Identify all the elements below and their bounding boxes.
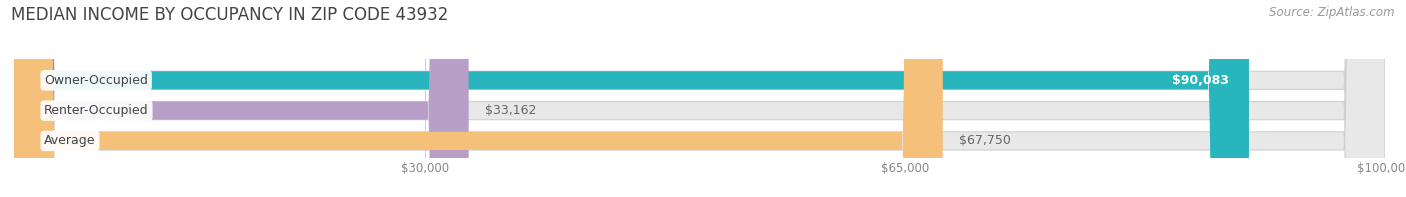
Text: $33,162: $33,162 [485, 104, 537, 117]
FancyBboxPatch shape [14, 0, 468, 197]
Text: MEDIAN INCOME BY OCCUPANCY IN ZIP CODE 43932: MEDIAN INCOME BY OCCUPANCY IN ZIP CODE 4… [11, 6, 449, 24]
FancyBboxPatch shape [14, 0, 1249, 197]
Text: Source: ZipAtlas.com: Source: ZipAtlas.com [1270, 6, 1395, 19]
FancyBboxPatch shape [14, 0, 943, 197]
FancyBboxPatch shape [14, 0, 1385, 197]
FancyBboxPatch shape [14, 0, 1385, 197]
Text: $67,750: $67,750 [959, 134, 1011, 147]
FancyBboxPatch shape [14, 0, 1385, 197]
Text: Renter-Occupied: Renter-Occupied [44, 104, 149, 117]
Text: $90,083: $90,083 [1171, 74, 1229, 87]
Text: Average: Average [44, 134, 96, 147]
Text: Owner-Occupied: Owner-Occupied [44, 74, 148, 87]
